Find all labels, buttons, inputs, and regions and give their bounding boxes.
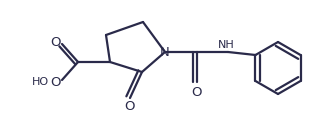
Text: O: O xyxy=(192,85,202,99)
Text: NH: NH xyxy=(218,40,234,50)
Text: HO: HO xyxy=(31,77,48,87)
Text: O: O xyxy=(51,75,61,89)
Text: O: O xyxy=(51,36,61,48)
Text: N: N xyxy=(160,45,170,58)
Text: O: O xyxy=(125,100,135,114)
